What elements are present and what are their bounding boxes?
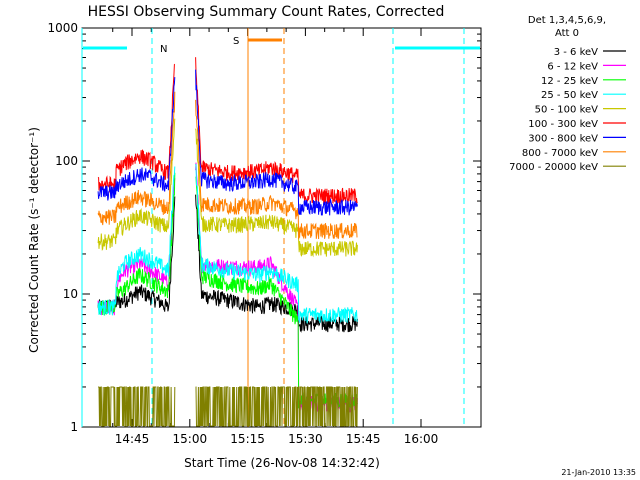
x-tick-label: 15:00 [173, 432, 208, 446]
series-line [195, 176, 358, 410]
series-line [195, 163, 358, 324]
series-line [98, 386, 176, 427]
legend-entry-label: 25 - 50 keV [541, 90, 598, 101]
series-line [97, 166, 176, 316]
legend-entry-label: 7000 - 20000 keV [509, 162, 598, 173]
series-7 [97, 91, 358, 240]
legend-entry-label: 50 - 100 keV [535, 105, 599, 116]
legend-entry-label: 300 - 800 keV [528, 133, 598, 144]
y-tick-label: 100 [55, 154, 78, 168]
series-line [195, 386, 358, 427]
night-flag-label: N [160, 44, 167, 55]
series-line [97, 91, 176, 226]
x-axis-label: Start Time (26-Nov-08 14:32:42) [184, 456, 380, 470]
series-line [195, 99, 358, 240]
plot-frame [81, 27, 482, 428]
legend-entry-label: 100 - 300 keV [528, 119, 598, 130]
timestamp: 21-Jan-2010 13:35 [561, 468, 636, 477]
saa-flag-label: S [233, 36, 239, 47]
series-3 [97, 163, 358, 324]
x-tick-label: 14:45 [115, 432, 150, 446]
series-line [195, 128, 358, 258]
series-6 [97, 69, 358, 216]
chart-title: HESSI Observing Summary Count Rates, Cor… [88, 4, 445, 20]
series-line [195, 69, 358, 216]
series-4 [97, 118, 358, 258]
legend: Det 1,3,4,5,6,9, Att 0 3 - 6 keV 6 - 12 keV… [509, 15, 626, 173]
y-tick-label: 1 [70, 420, 78, 434]
series-line [195, 194, 358, 333]
legend-header: Det 1,3,4,5,6,9, [528, 15, 606, 26]
x-tick-label: 15:15 [230, 432, 265, 446]
x-tick-label: 15:45 [346, 432, 381, 446]
series-8 [98, 386, 358, 427]
x-tick-label: 16:00 [404, 432, 439, 446]
legend-entry-label: 3 - 6 keV [554, 47, 598, 58]
y-axis-label: Corrected Count Rate (s⁻¹ detector⁻¹) [27, 127, 41, 353]
legend-entry-label: 800 - 7000 keV [522, 148, 598, 159]
legend-entry-label: 12 - 25 keV [541, 76, 598, 87]
y-tick-label: 1000 [47, 21, 78, 35]
x-tick-label: 15:30 [288, 432, 323, 446]
series-line [97, 77, 176, 201]
y-tick-label: 10 [63, 287, 78, 301]
plot-area: 1 10 100 1000 14:45 15:00 15:15 15:30 15:45 16:00… [47, 21, 482, 446]
legend-header: Att 0 [555, 28, 579, 39]
series-line [97, 118, 176, 252]
series-line [97, 63, 176, 193]
legend-entry-label: 6 - 12 keV [547, 61, 598, 72]
